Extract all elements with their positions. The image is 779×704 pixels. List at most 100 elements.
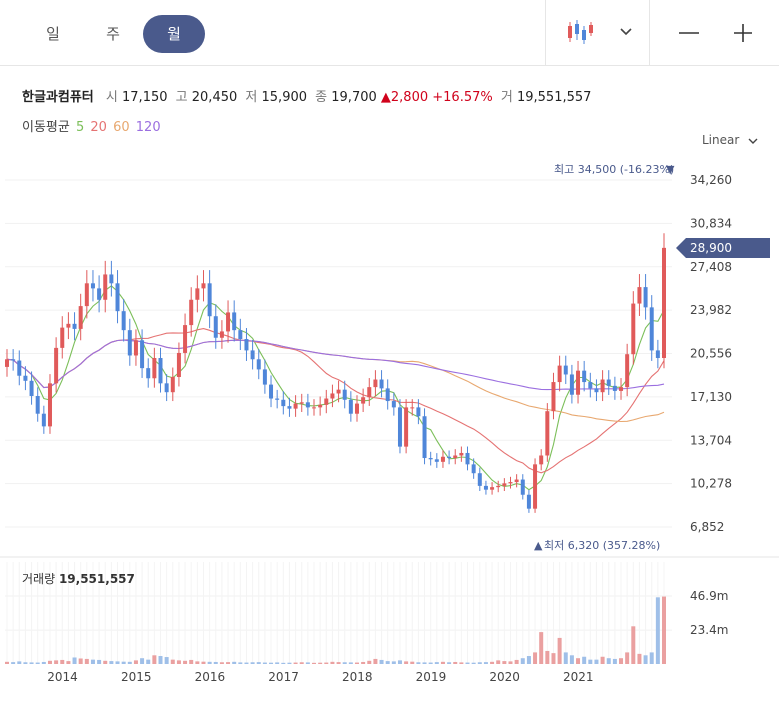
candle-body [60, 327, 65, 348]
candle-body [563, 365, 568, 375]
candle-body [594, 388, 599, 393]
volume-bar [342, 662, 347, 664]
tab-weekly[interactable]: 주 [106, 25, 120, 43]
volume-bar [520, 658, 525, 664]
candle-body [121, 311, 126, 331]
candle-body [385, 388, 390, 402]
volume-bar [207, 661, 212, 664]
candle-body [287, 406, 292, 409]
candle-body [115, 283, 120, 312]
volume-bar [84, 658, 89, 664]
candle-body [78, 306, 83, 329]
candle-body [459, 452, 464, 456]
candle-body [127, 330, 132, 356]
candle-body [29, 380, 34, 396]
volume-bar [11, 662, 16, 664]
stock-name: 한글과컴퓨터 [22, 90, 94, 105]
candle-body [569, 374, 574, 395]
chevron-down-icon[interactable] [618, 24, 634, 38]
volume-bar [539, 632, 544, 664]
candle-body [662, 247, 666, 359]
volume-bar [625, 652, 630, 664]
candle-body [189, 299, 194, 326]
candle-body [502, 483, 507, 486]
candle-body [649, 307, 654, 351]
volume-bar [643, 655, 648, 664]
candle-body [348, 399, 353, 414]
candle-body [336, 389, 341, 394]
volume-bar [176, 660, 181, 664]
candle-body [588, 382, 593, 389]
volume-bar [305, 662, 310, 664]
candle-body [207, 283, 212, 317]
volume-bar [391, 661, 396, 664]
candle-body [5, 359, 9, 367]
volume-bar [23, 662, 28, 664]
volume-bar [483, 662, 488, 664]
scale-selector[interactable]: Linear [702, 133, 759, 147]
volume-bar [312, 662, 317, 664]
ma-line-5 [6, 285, 665, 491]
divider [545, 0, 546, 66]
candle-body [219, 331, 224, 338]
candle-body [318, 404, 323, 408]
volume-bar [90, 659, 95, 664]
volume-bar [244, 662, 249, 664]
volume-bar [330, 661, 335, 664]
candle-body [312, 407, 317, 409]
volume-grid [0, 556, 779, 664]
last-price-value: 28,900 [690, 241, 732, 255]
candle-body [404, 407, 409, 447]
candlestick-icon[interactable] [566, 18, 596, 46]
low-label: 저 [245, 90, 258, 105]
minus-icon[interactable] [677, 22, 701, 44]
y-tick-label: 6,852 [690, 520, 724, 534]
volume-bar [471, 662, 476, 664]
volume-bar [318, 662, 323, 664]
volume-bar [477, 662, 482, 664]
x-tick-label: 2016 [195, 670, 226, 684]
volume-bar [379, 659, 384, 664]
tab-daily[interactable]: 일 [46, 25, 60, 43]
volume-bar [47, 660, 52, 664]
volume-value: 19,551,557 [516, 90, 592, 105]
volume-bar [637, 653, 642, 664]
volume-legend-label: 거래량 [22, 572, 56, 586]
volume-bar [41, 661, 46, 664]
volume-bar [557, 637, 562, 664]
volume-bar [170, 659, 175, 664]
volume-legend: 거래량 19,551,557 [22, 570, 135, 587]
candle-body [391, 401, 396, 408]
volume-bar [262, 662, 267, 664]
candle-body [379, 379, 384, 389]
candle-body [526, 494, 531, 509]
last-price-tag: 28,900 [676, 238, 770, 258]
x-axis: 2014 2015 2016 2017 2018 2019 2020 2021 [47, 670, 593, 684]
candle-body [238, 330, 243, 340]
candle-body [41, 413, 46, 427]
candle-body [520, 479, 525, 495]
volume-bar [434, 662, 439, 664]
volume-bar [127, 661, 132, 664]
candle-body [354, 403, 359, 414]
volume-bar [440, 661, 445, 664]
y-tick-label: 13,704 [690, 433, 732, 447]
y-tick-label: 17,130 [690, 390, 732, 404]
volume-bar [563, 652, 568, 664]
volume-bar [361, 661, 366, 664]
volume-bar [600, 656, 605, 664]
candle-body [262, 369, 267, 385]
volume-bar [490, 661, 495, 664]
scale-selector-label: Linear [702, 133, 740, 147]
volume-bar [502, 661, 507, 664]
volume-bar [250, 662, 255, 664]
candle-body [35, 395, 40, 414]
candle-body [72, 323, 77, 329]
volume-bar [293, 662, 298, 664]
candle-body [232, 312, 237, 331]
volume-legend-value: 19,551,557 [58, 572, 135, 586]
tab-monthly[interactable]: 월 [143, 15, 205, 53]
plus-icon[interactable] [732, 22, 754, 44]
max-marker-icon: ▼ [666, 163, 675, 176]
